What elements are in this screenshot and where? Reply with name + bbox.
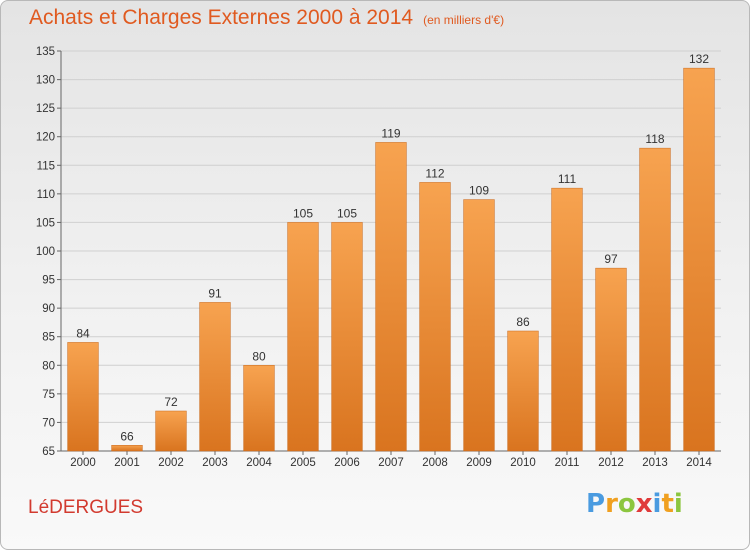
data-label-2003: 91 xyxy=(208,286,222,300)
data-label-2008: 112 xyxy=(425,166,444,180)
x-tick-label-2003: 2003 xyxy=(202,457,228,469)
proxiti-logo[interactable]: Proxiti xyxy=(586,489,683,519)
logo-letter: r xyxy=(605,489,618,519)
data-label-2011: 111 xyxy=(558,172,577,186)
bar-2013 xyxy=(639,147,671,452)
y-tick-label: 120 xyxy=(36,132,55,144)
x-tick-label-2014: 2014 xyxy=(686,457,712,469)
chart-title-row: Achats et Charges Externes 2000 à 2014 (e… xyxy=(29,6,504,30)
data-label-2004: 80 xyxy=(252,349,266,363)
y-tick-label: 90 xyxy=(42,303,55,315)
data-label-2014: 132 xyxy=(689,52,709,66)
bar-2010 xyxy=(507,330,539,452)
bars xyxy=(67,67,715,452)
chart-subtitle: (en milliers d'€) xyxy=(423,13,505,27)
data-label-2001: 66 xyxy=(120,429,134,443)
y-tick-label: 75 xyxy=(42,389,55,401)
y-tick-label: 80 xyxy=(42,360,55,372)
data-label-2013: 118 xyxy=(645,132,664,146)
logo-letter: i xyxy=(652,489,662,519)
bar-2009 xyxy=(463,199,495,452)
bar-2012 xyxy=(595,267,627,452)
bar-2003 xyxy=(199,302,231,452)
y-tick-label: 70 xyxy=(42,417,55,429)
x-tick-label-2006: 2006 xyxy=(334,457,360,469)
x-tick-label-2000: 2000 xyxy=(70,457,96,469)
bar-2011 xyxy=(551,187,583,452)
x-tick-label-2002: 2002 xyxy=(158,457,184,469)
bar-2002 xyxy=(155,410,187,452)
logo-letter: t xyxy=(661,489,674,519)
bar-2005 xyxy=(287,222,319,452)
y-tick-label: 135 xyxy=(36,46,55,58)
data-label-2012: 97 xyxy=(604,252,618,266)
bar-2000 xyxy=(67,342,99,452)
data-label-2002: 72 xyxy=(164,395,178,409)
x-tick-label-2005: 2005 xyxy=(290,457,316,469)
y-tick-label: 105 xyxy=(36,217,55,229)
place-name: LéDERGUES xyxy=(28,497,144,518)
y-tick-label: 100 xyxy=(36,246,55,258)
y-tick-label: 65 xyxy=(42,446,55,458)
bar-2006 xyxy=(331,222,363,452)
x-tick-label-2009: 2009 xyxy=(466,457,492,469)
bar-2001 xyxy=(111,445,143,452)
data-label-2009: 109 xyxy=(469,184,489,198)
y-tick-label: 130 xyxy=(36,75,55,87)
bar-2008 xyxy=(419,182,451,452)
labels: 65 70 75 80 85 90 95 100 105 110 115 120 125 130 135 84… xyxy=(36,46,713,469)
x-tick-label-2007: 2007 xyxy=(378,457,404,469)
y-tick-label: 125 xyxy=(36,103,55,115)
bar-2004 xyxy=(243,365,275,452)
x-tick-label-2004: 2004 xyxy=(246,457,272,469)
x-tick-label-2008: 2008 xyxy=(422,457,448,469)
y-tick-label: 115 xyxy=(37,160,55,172)
x-tick-label-2011: 2011 xyxy=(555,457,580,469)
logo-letter: P xyxy=(586,489,606,519)
y-tick-label: 95 xyxy=(42,275,55,287)
data-label-2000: 84 xyxy=(76,326,90,340)
x-tick-label-2001: 2001 xyxy=(114,457,140,469)
bar-2014 xyxy=(683,67,715,452)
y-tick-label: 85 xyxy=(42,332,55,344)
x-tick-label-2013: 2013 xyxy=(642,457,668,469)
x-tick-label-2010: 2010 xyxy=(510,457,536,469)
data-label-2005: 105 xyxy=(293,206,313,220)
x-tick-label-2012: 2012 xyxy=(598,457,624,469)
bar-2007 xyxy=(375,142,407,452)
data-label-2010: 86 xyxy=(516,315,530,329)
data-label-2006: 105 xyxy=(337,206,357,220)
data-label-2007: 119 xyxy=(381,126,400,140)
logo-letter: x xyxy=(635,489,653,519)
logo-letter: o xyxy=(617,489,636,519)
chart-title: Achats et Charges Externes 2000 à 2014 xyxy=(29,6,414,29)
y-tick-label: 110 xyxy=(37,189,55,201)
logo-letter: i xyxy=(673,489,683,519)
